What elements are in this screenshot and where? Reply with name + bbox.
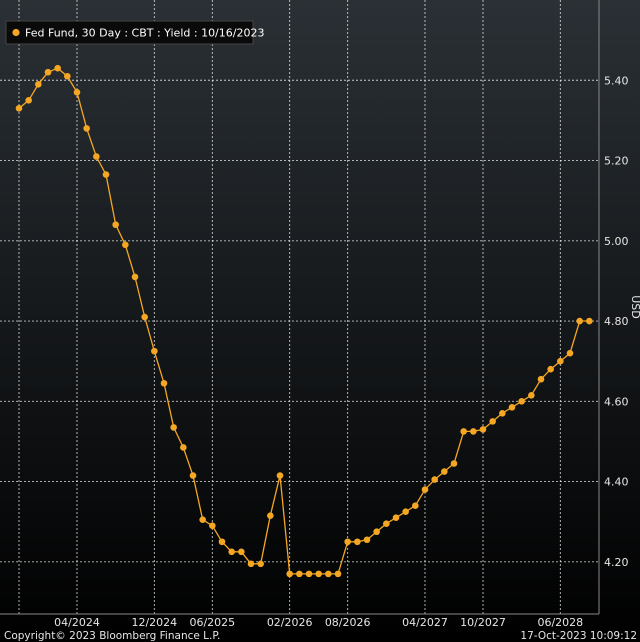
data-point bbox=[189, 472, 197, 479]
data-point bbox=[209, 522, 216, 530]
data-point bbox=[412, 502, 419, 509]
y-tick-label: 4.40 bbox=[604, 476, 629, 489]
data-point bbox=[15, 105, 23, 112]
x-tick-label: 04/2027 bbox=[402, 616, 448, 629]
data-point bbox=[305, 570, 313, 578]
data-point bbox=[122, 241, 129, 249]
data-point bbox=[160, 379, 168, 387]
x-tick-label: 06/2028 bbox=[537, 616, 583, 629]
data-point bbox=[383, 520, 390, 528]
legend-box bbox=[5, 20, 254, 45]
data-point bbox=[421, 486, 429, 493]
data-point bbox=[334, 570, 342, 578]
data-point bbox=[151, 347, 158, 355]
axis-labels: 4.20 4.40 4.60 4.80 5.00 5.20 5.40 04/2024 12/20… bbox=[0, 0, 640, 629]
data-point bbox=[25, 97, 32, 104]
data-point bbox=[247, 560, 255, 568]
data-point bbox=[267, 512, 274, 519]
data-point bbox=[54, 64, 61, 72]
legend-label: Fed Fund, 30 Day : CBT : Yield : 10/16/2… bbox=[25, 27, 264, 40]
data-point bbox=[557, 357, 564, 365]
data-point bbox=[180, 444, 187, 451]
data-point bbox=[508, 404, 516, 411]
data-point bbox=[363, 536, 371, 544]
data-point bbox=[537, 375, 545, 383]
data-point bbox=[218, 538, 226, 546]
data-point bbox=[315, 570, 322, 578]
data-point bbox=[528, 391, 535, 399]
y-tick-label: 5.20 bbox=[604, 155, 629, 168]
x-tick-label: 12/2024 bbox=[131, 616, 177, 629]
data-point bbox=[35, 80, 42, 88]
data-point bbox=[547, 365, 554, 373]
data-point bbox=[518, 398, 525, 405]
data-point bbox=[470, 428, 477, 435]
data-point bbox=[93, 153, 100, 160]
data-point bbox=[441, 468, 448, 475]
data-point bbox=[296, 570, 303, 578]
data-point bbox=[460, 428, 467, 435]
data-point bbox=[431, 476, 438, 483]
y-axis-label: USD bbox=[629, 295, 640, 319]
legend-marker bbox=[12, 28, 20, 37]
data-point bbox=[450, 460, 458, 467]
x-tick-label: 02/2026 bbox=[267, 616, 313, 629]
y-tick-label: 5.40 bbox=[604, 74, 629, 87]
data-point bbox=[44, 68, 52, 76]
data-point bbox=[354, 538, 361, 546]
data-point bbox=[489, 418, 496, 425]
data-point bbox=[170, 424, 177, 431]
data-point bbox=[479, 426, 487, 433]
data-point bbox=[402, 508, 409, 515]
data-point bbox=[112, 221, 119, 229]
data-point bbox=[373, 528, 380, 536]
data-point bbox=[566, 349, 574, 357]
data-point bbox=[238, 548, 245, 556]
data-point bbox=[83, 125, 90, 132]
x-tick-label: 06/2025 bbox=[189, 616, 235, 629]
x-tick-label: 04/2024 bbox=[54, 616, 100, 629]
data-point bbox=[141, 313, 148, 321]
y-tick-label: 5.00 bbox=[604, 235, 629, 248]
series-layer bbox=[15, 64, 593, 578]
y-tick-label: 4.80 bbox=[604, 315, 629, 328]
x-tick-label: 10/2027 bbox=[460, 616, 506, 629]
data-point bbox=[64, 72, 71, 80]
data-point bbox=[586, 317, 593, 325]
data-point bbox=[276, 472, 284, 479]
data-point bbox=[73, 89, 81, 96]
y-tick-label: 4.60 bbox=[604, 395, 629, 408]
data-point bbox=[499, 410, 506, 417]
data-point bbox=[199, 516, 206, 523]
data-point bbox=[325, 570, 332, 578]
data-point bbox=[344, 538, 351, 546]
data-point bbox=[286, 570, 293, 578]
data-point bbox=[102, 171, 110, 178]
data-point bbox=[392, 514, 400, 521]
y-tick-label: 4.20 bbox=[604, 556, 629, 569]
copyright-text: Copyright© 2023 Bloomberg Finance L.P. bbox=[4, 630, 220, 642]
legend: Fed Fund, 30 Day : CBT : Yield : 10/16/2… bbox=[5, 20, 264, 45]
data-point bbox=[576, 317, 583, 325]
data-point bbox=[228, 548, 235, 556]
x-tick-label: 08/2026 bbox=[325, 616, 371, 629]
timestamp-text: 17-Oct-2023 10:09:12 bbox=[520, 630, 637, 642]
data-point bbox=[131, 273, 139, 281]
data-point bbox=[257, 560, 264, 568]
